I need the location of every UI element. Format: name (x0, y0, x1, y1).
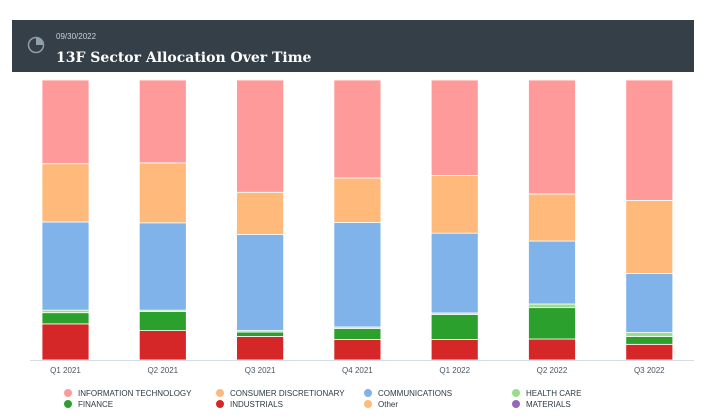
legend-label: CONSUMER DISCRETIONARY (230, 389, 345, 398)
bar-q3-2022-consumer-discretionary[interactable] (625, 199, 674, 274)
legend-item-health-care[interactable]: HEALTH CARE (512, 388, 581, 399)
bar-q1-2021-industrials[interactable] (41, 323, 90, 361)
bar-q1-2022-consumer-discretionary[interactable] (430, 175, 479, 234)
chart-title: 13F Sector Allocation Over Time (56, 50, 312, 66)
legend-item-finance[interactable]: FINANCE (64, 399, 113, 410)
legend-swatch (364, 400, 372, 408)
bar-q1-2021-consumer-discretionary[interactable] (41, 163, 90, 223)
bar-q1-2022-information-technology[interactable] (430, 79, 479, 176)
pie-chart-icon (26, 35, 46, 55)
bar-q2-2022-health-care[interactable] (528, 303, 576, 309)
legend-swatch (216, 389, 224, 397)
bar-q2-2021-consumer-discretionary[interactable] (138, 162, 187, 224)
x-tick-label: Q2 2021 (147, 366, 178, 375)
x-tick-label: Q2 2022 (537, 366, 568, 375)
legend-item-information-technology[interactable]: INFORMATION TECHNOLOGY (64, 388, 192, 399)
bar-q3-2021-industrials[interactable] (236, 336, 285, 361)
bar-q1-2022-industrials[interactable] (430, 339, 479, 361)
x-tick-label: Q3 2021 (245, 366, 276, 375)
bar-q2-2021-finance[interactable] (138, 311, 187, 331)
x-tick-label: Q1 2022 (439, 366, 470, 375)
x-tick-label: Q4 2021 (342, 366, 373, 375)
x-axis-tick-labels: Q1 2021 Q2 2021 Q3 2021 Q4 2021 Q1 2022 Q2 20… (50, 366, 665, 375)
legend-label: INFORMATION TECHNOLOGY (78, 389, 192, 398)
bar-q1-2021-communications[interactable] (41, 221, 90, 311)
bar-q3-2022-industrials[interactable] (625, 343, 674, 361)
bar-group (41, 79, 674, 361)
bar-q4-2021-consumer-discretionary[interactable] (333, 177, 382, 223)
bar-q4-2021-industrials[interactable] (333, 339, 382, 361)
bar-q3-2021-consumer-discretionary[interactable] (236, 191, 285, 235)
legend-swatch (364, 389, 372, 397)
report-date: 09/30/2022 (56, 32, 97, 41)
bar-q2-2021-information-technology[interactable] (138, 79, 187, 164)
legend-swatch (64, 400, 72, 408)
bar-q2-2022-finance[interactable] (528, 307, 576, 340)
bar-q2-2022-information-technology[interactable] (528, 79, 576, 195)
bar-q3-2022-finance[interactable] (625, 336, 674, 345)
legend-item-industrials[interactable]: INDUSTRIALS (216, 399, 283, 410)
legend-label: COMMUNICATIONS (378, 389, 453, 398)
bar-q4-2021-information-technology[interactable] (333, 79, 382, 179)
bar-q3-2022-health-care[interactable] (625, 332, 674, 337)
legend-label: MATERIALS (526, 400, 571, 409)
bar-q1-2022-communications[interactable] (430, 232, 479, 314)
legend-item-other[interactable]: Other (364, 399, 398, 410)
legend-label: INDUSTRIALS (230, 400, 283, 409)
legend-item-consumer-discretionary[interactable]: CONSUMER DISCRETIONARY (216, 388, 345, 399)
x-tick-label: Q1 2021 (50, 366, 81, 375)
bar-q2-2021-industrials[interactable] (138, 330, 187, 361)
bar-q4-2021-communications[interactable] (333, 222, 382, 328)
legend-swatch (512, 389, 520, 397)
legend-item-materials[interactable]: MATERIALS (512, 399, 571, 410)
bar-q1-2021-information-technology[interactable] (41, 79, 90, 165)
legend-label: FINANCE (78, 400, 114, 409)
legend-item-communications[interactable]: COMMUNICATIONS (364, 388, 452, 399)
bar-q3-2022-information-technology[interactable] (625, 79, 674, 201)
legend-swatch (216, 400, 224, 408)
bar-q2-2021-communications[interactable] (138, 222, 187, 311)
bar-q4-2021-finance[interactable] (333, 327, 382, 340)
bar-q1-2021-finance[interactable] (41, 312, 90, 325)
chart-legend: INFORMATION TECHNOLOGY FINANCE CONSUMER DI… (64, 388, 684, 418)
bar-q3-2021-finance[interactable] (236, 331, 285, 337)
chart-header: 09/30/2022 13F Sector Allocation Over Ti… (12, 20, 694, 72)
legend-label: Other (378, 400, 399, 409)
bar-q3-2021-information-technology[interactable] (236, 79, 285, 193)
legend-swatch (512, 400, 520, 408)
legend-swatch (64, 389, 72, 397)
bar-q3-2022-communications[interactable] (625, 273, 674, 333)
bar-q1-2022-finance[interactable] (430, 313, 479, 340)
bar-q2-2022-communications[interactable] (528, 240, 576, 305)
stacked-bar-chart: Q1 2021 Q2 2021 Q3 2021 Q4 2021 Q1 2022 Q2 20… (30, 79, 694, 375)
legend-label: HEALTH CARE (526, 389, 582, 398)
x-tick-label: Q3 2022 (634, 366, 665, 375)
bar-q2-2022-industrials[interactable] (528, 338, 576, 361)
bar-q2-2022-consumer-discretionary[interactable] (528, 193, 576, 242)
bar-q3-2021-communications[interactable] (236, 234, 285, 331)
